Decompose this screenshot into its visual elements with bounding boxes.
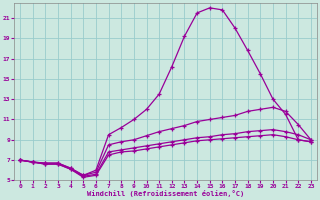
- X-axis label: Windchill (Refroidissement éolien,°C): Windchill (Refroidissement éolien,°C): [87, 190, 244, 197]
